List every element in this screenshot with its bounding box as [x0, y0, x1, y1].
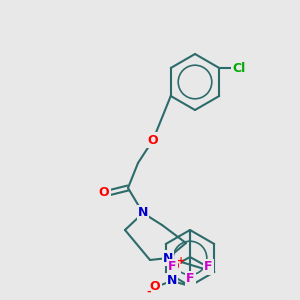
Text: +: +: [177, 256, 185, 266]
Text: F: F: [204, 260, 212, 274]
Text: F: F: [168, 260, 176, 274]
Text: O: O: [99, 187, 109, 200]
Text: -: -: [147, 287, 151, 297]
Text: N: N: [138, 206, 148, 220]
Text: Cl: Cl: [232, 61, 246, 74]
Text: N: N: [163, 251, 173, 265]
Text: N: N: [167, 274, 177, 287]
Text: O: O: [169, 260, 179, 274]
Text: F: F: [186, 272, 194, 286]
Text: O: O: [150, 280, 160, 292]
Text: O: O: [148, 134, 158, 146]
